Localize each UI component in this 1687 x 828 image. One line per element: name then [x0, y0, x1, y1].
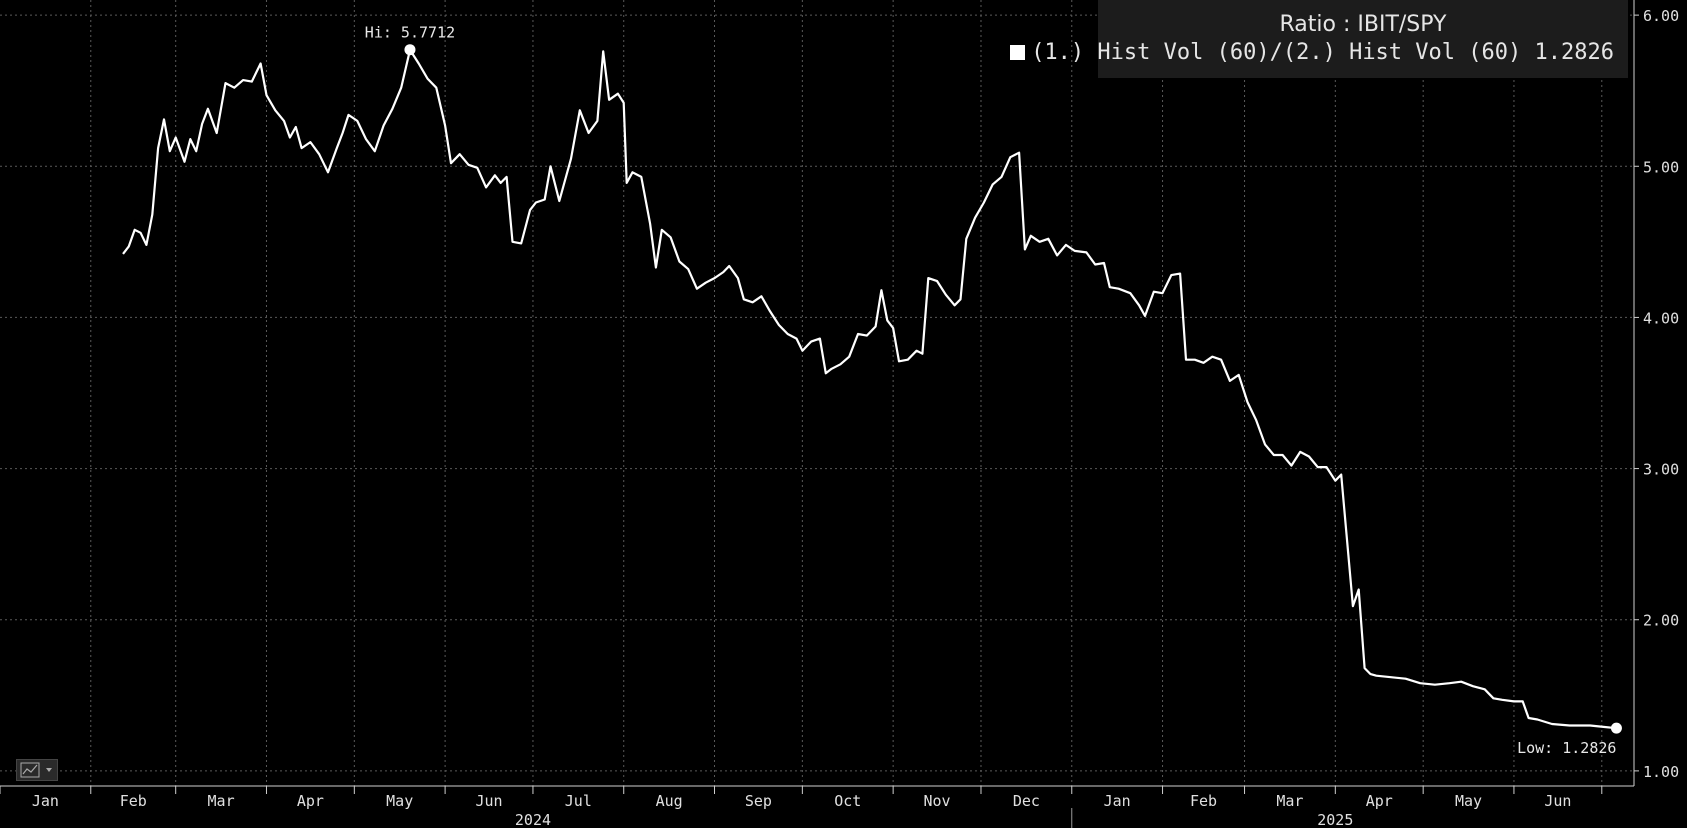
legend-swatch [1010, 45, 1026, 60]
low-label: Low: 1.2826 [1517, 739, 1616, 757]
x-tick-label: Jun [1544, 792, 1571, 810]
x-tick-label: Sep [745, 792, 772, 810]
chart-title: Ratio : IBIT/SPY [1279, 12, 1447, 37]
x-tick-label: Jan [1104, 792, 1131, 810]
x-tick-label: Jul [565, 792, 592, 810]
y-tick-label: 3.00 [1643, 461, 1679, 479]
x-tick-label: Feb [120, 792, 147, 810]
x-tick-label: Apr [297, 792, 324, 810]
x-tick-label: Apr [1366, 792, 1393, 810]
x-tick-label: Jun [475, 792, 502, 810]
legend-label: (1.) Hist Vol (60)/(2.) Hist Vol (60) [1031, 40, 1522, 65]
y-tick-label: 4.00 [1643, 309, 1679, 327]
high-marker [404, 44, 416, 56]
y-tick-label: 1.00 [1643, 763, 1679, 781]
x-tick-label: Mar [1276, 792, 1303, 810]
x-tick-label: Jan [32, 792, 59, 810]
grid-lines [0, 0, 1634, 786]
year-label: 2024 [515, 811, 551, 828]
legend-entry: (1.) Hist Vol (60)/(2.) Hist Vol (60) 1.… [1010, 40, 1614, 65]
x-tick-label: May [386, 792, 413, 810]
chart-type-icon[interactable] [16, 759, 58, 781]
series-line [122, 48, 1617, 730]
legend-value: 1.2826 [1534, 40, 1614, 65]
series-layer [122, 48, 1617, 730]
y-tick-label: 2.00 [1643, 612, 1679, 630]
x-tick-label: May [1455, 792, 1482, 810]
low-marker [1610, 722, 1622, 734]
annotation-layer: Hi: 5.7712 Low: 1.2826 [365, 24, 1622, 757]
y-tick-label: 6.00 [1643, 7, 1679, 25]
x-tick-label: Aug [656, 792, 683, 810]
x-tick-label: Feb [1190, 792, 1217, 810]
line-chart-icon [20, 762, 52, 778]
high-label: Hi: 5.7712 [365, 24, 455, 42]
year-label: 2025 [1317, 811, 1353, 828]
legend: Ratio : IBIT/SPY (1.) Hist Vol (60)/(2.)… [1010, 0, 1628, 78]
x-tick-label: Oct [834, 792, 861, 810]
y-tick-label: 5.00 [1643, 158, 1679, 176]
x-tick-label: Nov [924, 792, 951, 810]
x-tick-label: Dec [1013, 792, 1040, 810]
x-tick-label: Mar [208, 792, 235, 810]
